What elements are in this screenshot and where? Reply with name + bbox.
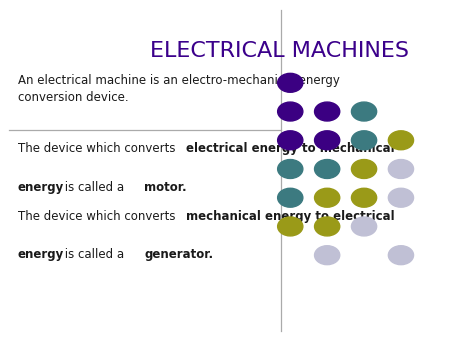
Text: generator.: generator.	[144, 248, 214, 261]
Circle shape	[315, 246, 340, 265]
Text: The device which converts: The device which converts	[18, 142, 179, 155]
Text: electrical energy to mechanical: electrical energy to mechanical	[186, 142, 394, 155]
Circle shape	[388, 188, 414, 207]
Circle shape	[388, 246, 414, 265]
Circle shape	[388, 160, 414, 178]
Circle shape	[315, 131, 340, 150]
Circle shape	[351, 188, 377, 207]
Circle shape	[278, 160, 303, 178]
Circle shape	[351, 131, 377, 150]
Text: energy: energy	[18, 248, 64, 261]
Circle shape	[351, 160, 377, 178]
Text: The device which converts: The device which converts	[18, 210, 179, 222]
Circle shape	[351, 102, 377, 121]
Circle shape	[388, 131, 414, 150]
Text: motor.: motor.	[144, 181, 187, 194]
Text: ELECTRICAL MACHINES: ELECTRICAL MACHINES	[149, 41, 409, 61]
Circle shape	[315, 188, 340, 207]
Circle shape	[278, 131, 303, 150]
Circle shape	[278, 217, 303, 236]
Text: mechanical energy to electrical: mechanical energy to electrical	[186, 210, 394, 222]
Circle shape	[278, 73, 303, 92]
Text: An electrical machine is an electro-mechanical energy
conversion device.: An electrical machine is an electro-mech…	[18, 74, 340, 104]
Circle shape	[278, 102, 303, 121]
Circle shape	[315, 217, 340, 236]
Text: is called a: is called a	[61, 248, 127, 261]
Circle shape	[315, 102, 340, 121]
Text: energy: energy	[18, 181, 64, 194]
Circle shape	[278, 188, 303, 207]
Circle shape	[315, 160, 340, 178]
Circle shape	[351, 217, 377, 236]
Text: is called a: is called a	[61, 181, 127, 194]
